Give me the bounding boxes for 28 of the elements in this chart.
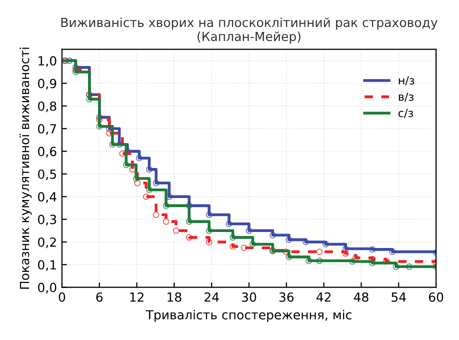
y-tick-label: 0,9 [38,78,56,90]
x-tick-label: 42 [316,292,331,302]
x-tick-label: 36 [279,292,294,302]
y-tick-label: 1,0 [38,56,56,67]
x-tick-label: 18 [168,292,182,302]
x-tick-label: 48 [354,292,368,302]
x-tick-label: 0 [58,292,66,302]
y-tick-label: 0,6 [38,146,56,158]
y-tick-label: 0,2 [38,237,56,248]
x-tick-label: 30 [242,292,256,302]
legend-label: н/з [398,76,414,86]
x-tick-label: 54 [392,292,406,302]
y-tick-label: 0,0 [38,282,56,294]
y-tick-label: 0,5 [38,169,56,180]
legend-label: с/з [398,108,414,118]
legend-label: в/з [398,92,414,102]
y-tick-label: 0,1 [38,260,56,271]
y-axis-title: Показник кумулятивної виживаності [20,48,32,289]
x-tick-label: 6 [96,292,103,302]
chart-title: Виживаність хворих на плоскоклітинний рак страховоду (Каплан-Мейер) [61,17,438,44]
y-tick-label: 0,7 [38,124,56,135]
x-tick-label: 60 [428,292,444,302]
x-tick-label: 24 [204,292,219,302]
y-tick-label: 0,3 [38,214,56,226]
y-tick-label: 0,4 [38,192,56,203]
x-tick-label: 12 [130,292,144,302]
y-tick-label: 0,8 [38,101,56,112]
x-axis-title: Тривалість спостереження, міс [146,310,352,322]
